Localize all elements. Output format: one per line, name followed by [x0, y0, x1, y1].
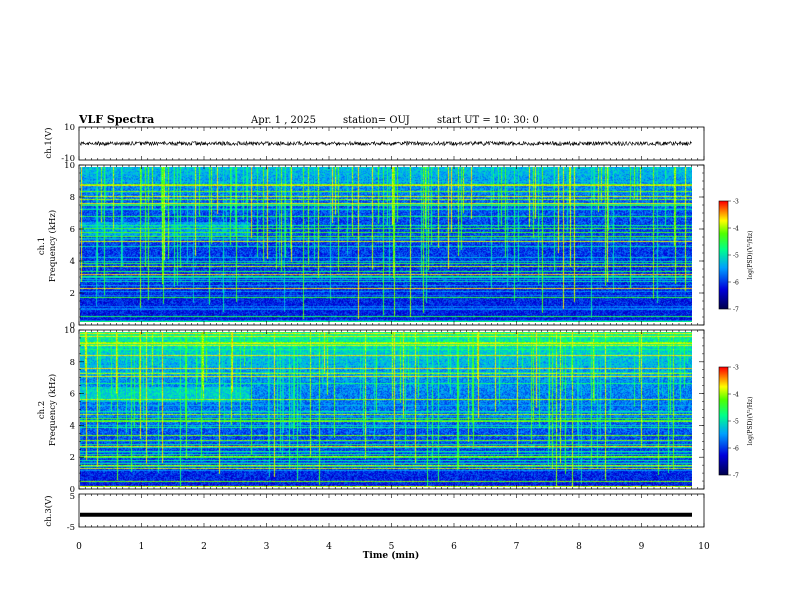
freq-tick-label: 2	[70, 453, 75, 463]
colorbar-tick-label: -3	[733, 365, 739, 372]
x-axis-ticks: 0 1 2 3 4 5 6 7 8 9 10	[76, 127, 710, 552]
x-axis-label: Time (min)	[363, 550, 420, 561]
ch1-spec-ylabel-frequency: Frequency (kHz)	[47, 210, 58, 282]
x-tick-label: 8	[576, 542, 582, 552]
ch2-yticks: 0 2 4 6 8 10	[64, 326, 704, 495]
ch2-spec-frame	[78, 329, 705, 490]
ch1-ylabel: ch.1(V)	[43, 127, 54, 158]
ch1-colorbar-image	[719, 201, 728, 309]
colorbar-tick-label: -6	[733, 446, 739, 453]
colorbar-tick-label: -3	[733, 199, 739, 206]
ch2-spec-ylabel-channel: ch.2	[37, 401, 47, 419]
x-tick-label: 1	[139, 542, 145, 552]
ch2-colorbar-frame	[718, 366, 729, 476]
freq-tick-label: 8	[70, 193, 75, 203]
colorbar-tick-label: -7	[733, 473, 739, 480]
x-tick-label: 5	[389, 542, 395, 552]
ch2-spectrogram-image	[80, 332, 692, 487]
x-tick-label: 2	[201, 542, 207, 552]
x-tick-label: 6	[451, 542, 457, 552]
ch2-colorbar-ticks: -3 -4 -5 -6 -7	[728, 365, 739, 480]
colorbar-tick-label: -4	[733, 392, 739, 399]
ch1-spectrogram-image	[80, 167, 692, 322]
freq-tick-label: 0	[70, 485, 75, 495]
ch1-ytick-top: 10	[64, 123, 75, 133]
x-tick-label: 4	[326, 542, 332, 552]
x-tick-label: 0	[76, 542, 82, 552]
ch1-yticks: 0 2 4 6 8 10	[64, 161, 704, 331]
colorbar-tick-label: -6	[733, 280, 739, 287]
ch1-colorbar-ticks: -3 -4 -5 -6 -7	[728, 199, 739, 314]
freq-tick-label: 10	[64, 326, 75, 336]
ch2-colorbar-image	[719, 367, 728, 475]
ch3-ytick-top: 5	[70, 492, 75, 502]
ch1-panel: 10 -10 ch.1(V)	[43, 123, 705, 164]
ch3-ytick-bottom: -5	[67, 523, 75, 533]
freq-tick-label: 4	[70, 257, 75, 267]
x-tick-label: 7	[514, 542, 520, 552]
ch1-colorbar-frame	[718, 200, 729, 310]
ch1-ytick-bottom: -10	[61, 154, 75, 164]
x-tick-label: 3	[264, 542, 270, 552]
ch1-waveform-line	[79, 140, 692, 147]
freq-tick-label: 4	[70, 421, 75, 431]
ch3-ylabel: ch.3(V)	[43, 495, 54, 526]
ch3-frame	[78, 493, 705, 528]
freq-tick-label: 0	[70, 321, 75, 331]
ch2-spec-ylabel-frequency: Frequency (kHz)	[47, 374, 58, 446]
ch1-colorbar-label: log(PSD)(V²/Hz)	[747, 231, 754, 280]
colorbar-tick-label: -5	[733, 253, 739, 260]
ch3-panel: 5 -5 ch.3(V)	[43, 492, 705, 533]
figure-title: VLF Spectra	[79, 113, 155, 126]
ch1-spec-frame	[78, 164, 705, 326]
start-time-label: start UT = 10: 30: 0	[437, 115, 539, 126]
freq-tick-label: 6	[70, 390, 75, 400]
freq-tick-label: 8	[70, 358, 75, 368]
freq-tick-label: 6	[70, 225, 75, 235]
colorbar-tick-label: -4	[733, 226, 739, 233]
ch1-spec-ylabel-channel: ch.1	[37, 237, 47, 255]
station-label: station= OUJ	[343, 115, 410, 126]
colorbar-tick-label: -7	[733, 307, 739, 314]
freq-tick-label: 10	[64, 161, 75, 171]
date-label: Apr. 1 , 2025	[251, 115, 317, 126]
ch2-colorbar-label: log(PSD)(V²/Hz)	[747, 397, 754, 446]
x-tick-label: 9	[639, 542, 645, 552]
freq-tick-label: 2	[70, 289, 75, 299]
colorbar-tick-label: -5	[733, 419, 739, 426]
x-tick-label: 10	[698, 542, 710, 552]
